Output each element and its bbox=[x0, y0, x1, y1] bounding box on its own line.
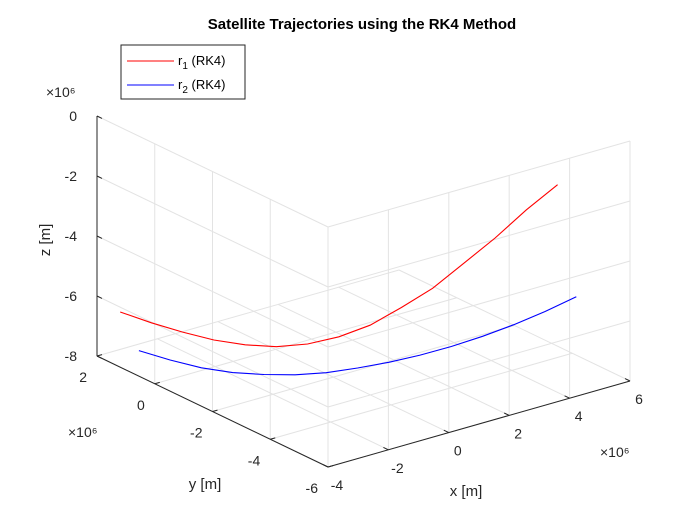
x-axis-label: x [m] bbox=[450, 483, 483, 500]
grid-line bbox=[96, 175, 329, 288]
grid-line bbox=[327, 140, 631, 228]
axes bbox=[96, 115, 631, 468]
series-line-2 bbox=[138, 296, 577, 376]
z-tick-label: -8 bbox=[65, 348, 78, 364]
y-tick-label: -2 bbox=[190, 425, 203, 441]
series-lines bbox=[120, 184, 577, 376]
y-tick-label: -6 bbox=[306, 480, 319, 496]
y-tick bbox=[96, 354, 103, 357]
y-axis-label: y [m] bbox=[189, 476, 222, 493]
x-tick-label: -2 bbox=[391, 460, 404, 476]
grid-line bbox=[327, 260, 631, 348]
z-tick bbox=[96, 115, 103, 119]
z-tick bbox=[96, 295, 103, 299]
grid-line bbox=[96, 269, 400, 357]
y-tick bbox=[212, 409, 218, 412]
legend: r1 (RK4) r2 (RK4) bbox=[120, 44, 246, 100]
legend-box bbox=[120, 44, 246, 100]
z-tick bbox=[96, 355, 103, 359]
y-tick-label: 2 bbox=[79, 369, 87, 385]
grid-line bbox=[96, 235, 329, 348]
x-tick bbox=[503, 412, 510, 416]
z-tick-label: 0 bbox=[69, 108, 77, 124]
z-exponent: ×10⁶ bbox=[46, 84, 76, 100]
x-tick bbox=[322, 464, 329, 468]
y-tick-label: 0 bbox=[137, 397, 145, 413]
x-tick bbox=[624, 378, 631, 382]
y-tick-label: -4 bbox=[248, 452, 261, 468]
grid-line bbox=[327, 320, 631, 408]
legend-label: r2 (RK4) bbox=[178, 77, 225, 96]
x-tick bbox=[564, 395, 570, 399]
y-exponent: ×10⁶ bbox=[68, 424, 98, 440]
x-axis-line bbox=[327, 380, 631, 468]
z-tick-label: -6 bbox=[65, 288, 78, 304]
axis-labels: -4 -2 0 2 4 6 2 0 -2 -4 -6 0 -2 -4 -6 -8 x [m] y [m] z [m]… bbox=[37, 84, 643, 500]
y-tick bbox=[270, 437, 276, 440]
z-tick-label: -4 bbox=[65, 228, 78, 244]
grid-line bbox=[96, 295, 329, 408]
x-tick-label: -4 bbox=[331, 477, 344, 493]
x-tick-label: 2 bbox=[514, 425, 522, 441]
x-tick bbox=[443, 429, 450, 434]
z-tick bbox=[96, 235, 103, 239]
grid-line bbox=[96, 115, 329, 228]
x-tick bbox=[383, 446, 389, 451]
grid-line bbox=[212, 325, 515, 412]
grid bbox=[96, 115, 631, 468]
grid-line bbox=[270, 352, 573, 440]
grid-line bbox=[327, 200, 631, 288]
y-tick bbox=[154, 381, 160, 385]
chart-title: Satellite Trajectories using the RK4 Met… bbox=[208, 16, 516, 33]
x-exponent: ×10⁶ bbox=[600, 444, 630, 460]
x-tick-label: 6 bbox=[635, 391, 643, 407]
z-axis-label: z [m] bbox=[37, 224, 54, 257]
x-tick-label: 4 bbox=[575, 408, 583, 424]
legend-label: r1 (RK4) bbox=[178, 53, 225, 72]
z-tick bbox=[96, 175, 103, 179]
x-tick-label: 0 bbox=[454, 443, 462, 459]
series-line-1 bbox=[120, 184, 558, 348]
grid-line bbox=[154, 297, 457, 385]
z-tick-label: -2 bbox=[65, 168, 78, 184]
y-tick bbox=[327, 465, 334, 468]
